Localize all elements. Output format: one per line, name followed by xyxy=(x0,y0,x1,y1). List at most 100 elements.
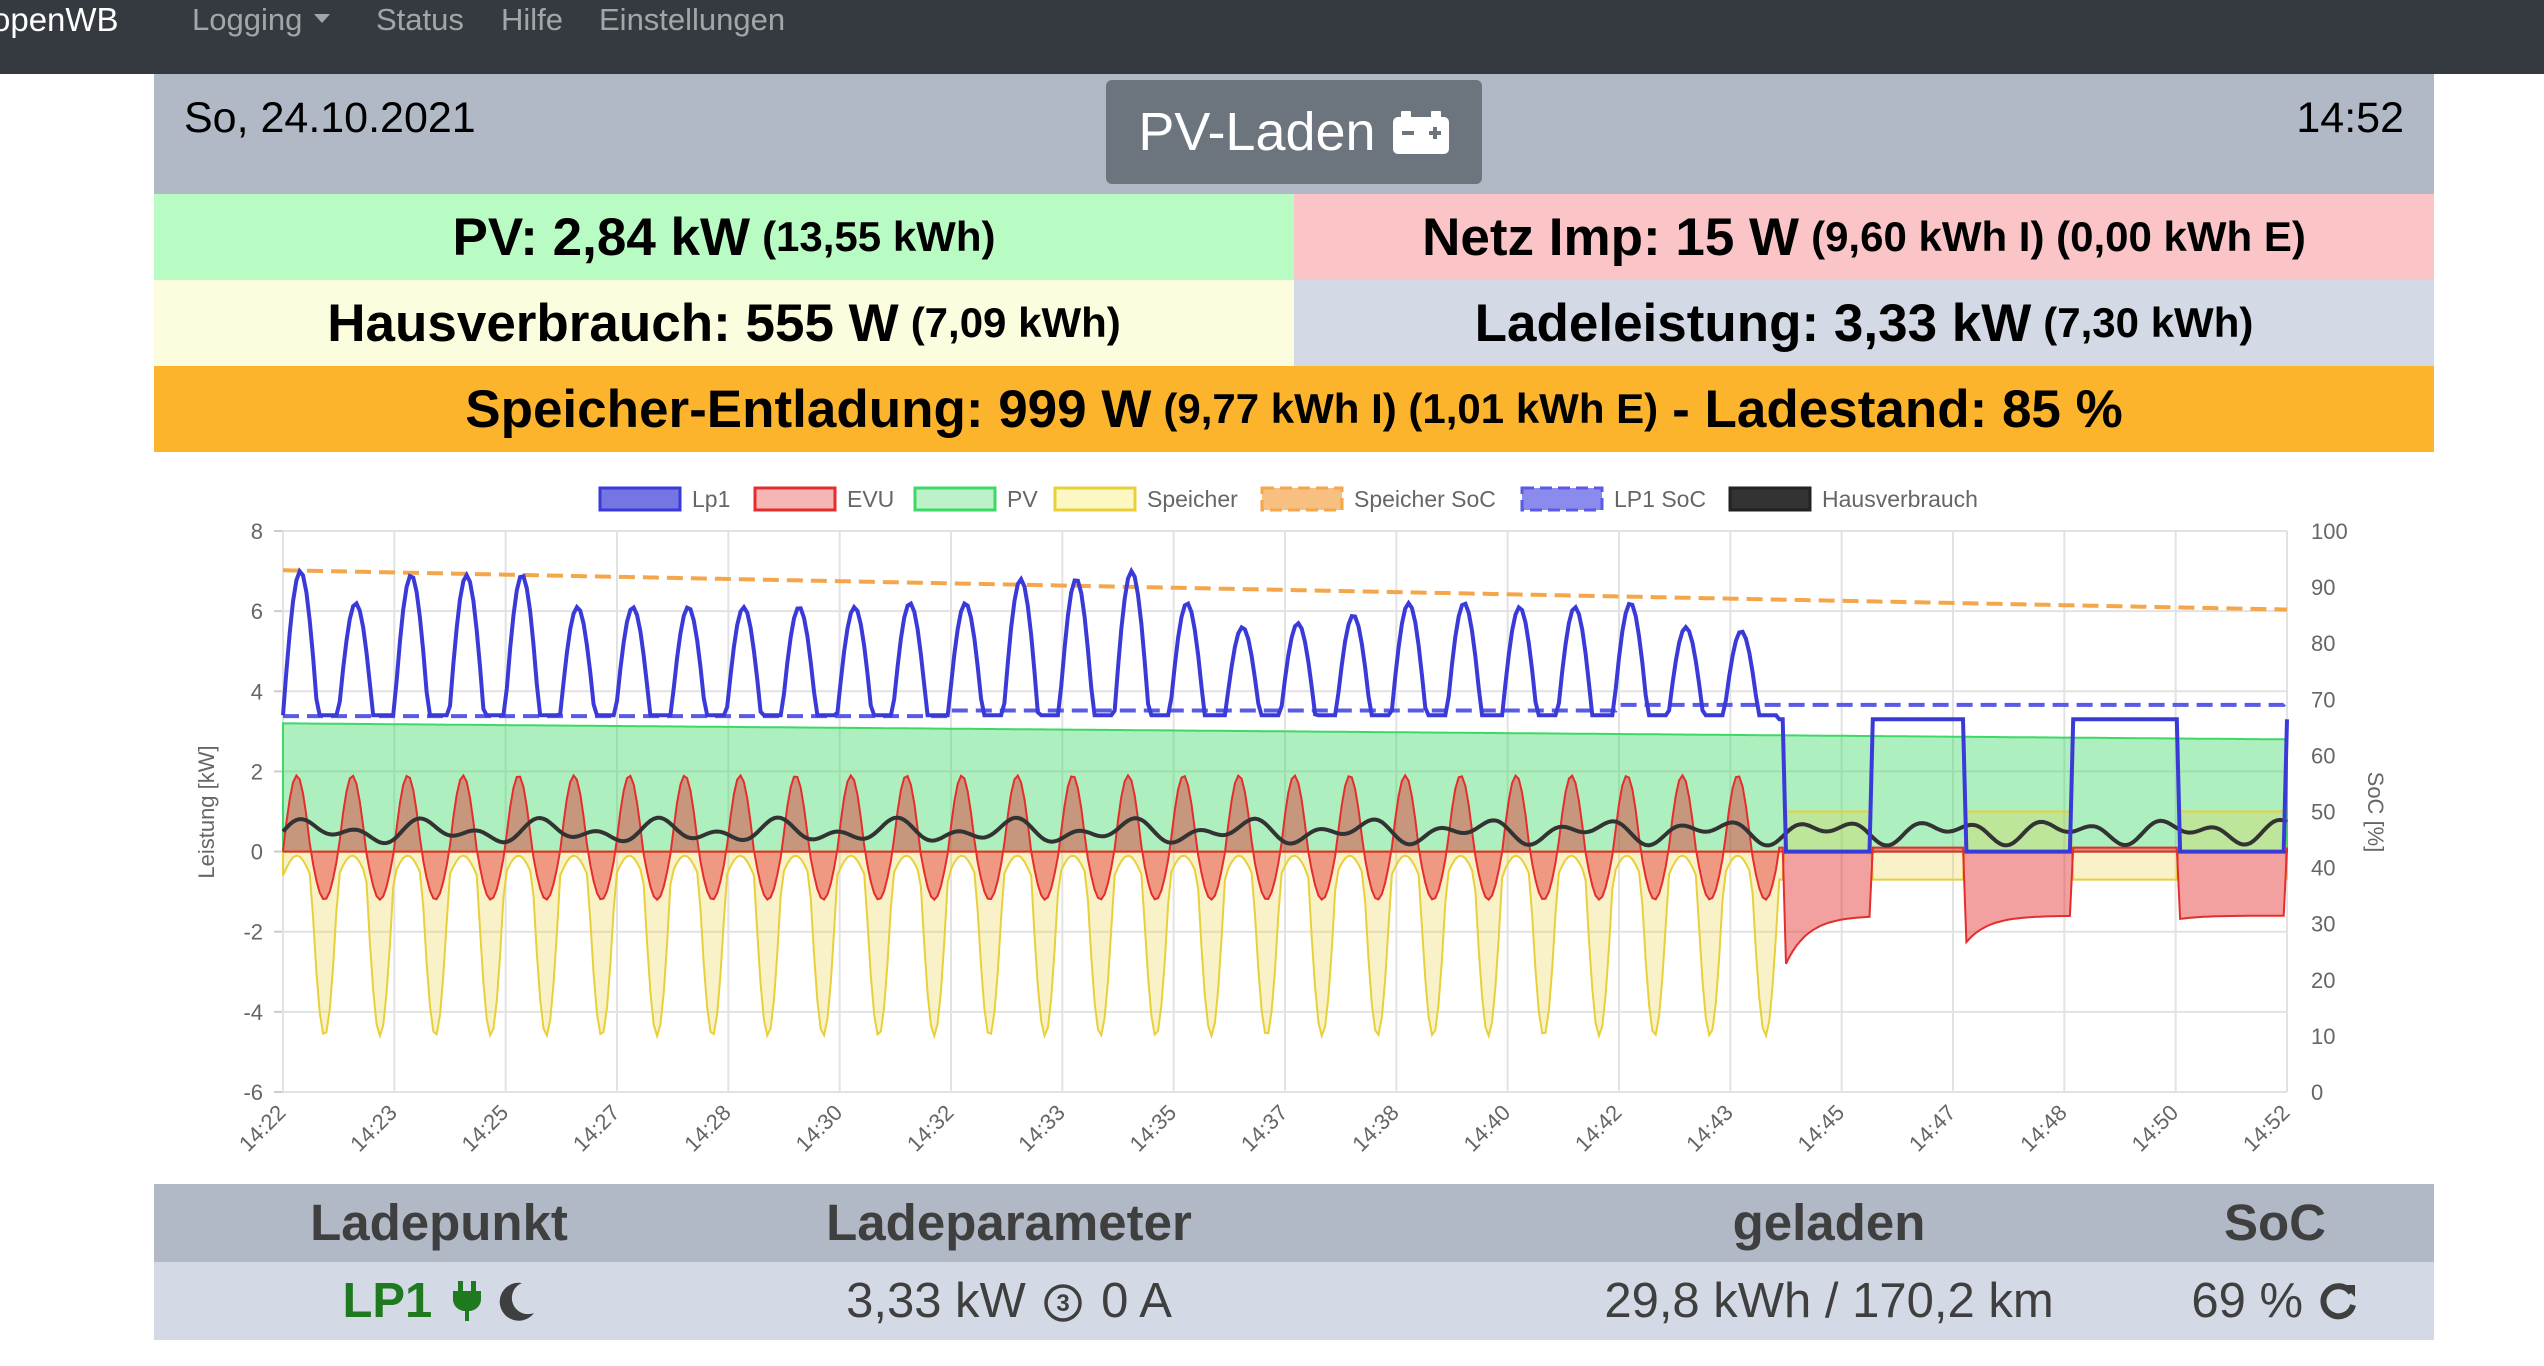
brand-logo[interactable]: openWB xyxy=(0,1,119,38)
col-header-ladepunkt: Ladepunkt xyxy=(310,1194,568,1251)
pv-summary: PV: 2,84 kW (13,55 kWh) xyxy=(154,194,1294,280)
y-right-axis-title: SoC [%] xyxy=(2363,772,2388,853)
y-right-tick-label: 0 xyxy=(2311,1080,2323,1105)
refresh-icon[interactable] xyxy=(2317,1281,2359,1323)
speicher-ladestand: - Ladestand: 85 % xyxy=(1672,379,2123,439)
x-tick-label: 14:45 xyxy=(1793,1100,1850,1157)
x-tick-label: 14:23 xyxy=(345,1100,402,1157)
legend-swatch xyxy=(1260,486,1344,512)
pv-label: PV: 2,84 kW xyxy=(452,207,751,267)
col-header-ladeparameter: Ladeparameter xyxy=(826,1194,1192,1251)
netz-label: Netz Imp: 15 W xyxy=(1422,207,1800,267)
legend-swatch xyxy=(1520,486,1604,512)
x-tick-label: 14:37 xyxy=(1236,1100,1293,1157)
netz-summary: Netz Imp: 15 W (9,60 kWh I) (0,00 kWh E) xyxy=(1294,194,2434,280)
date-display: So, 24.10.2021 xyxy=(184,94,476,142)
car-battery-icon xyxy=(1392,111,1449,154)
charge-mode-label: PV-Laden xyxy=(1138,102,1376,162)
y-left-tick-label: -6 xyxy=(243,1080,263,1105)
y-right-tick-label: 10 xyxy=(2311,1024,2335,1049)
legend-swatch xyxy=(1053,486,1137,512)
cell-ladeparameter: 3,33 kW 3 0 A xyxy=(724,1262,1294,1340)
charge-mode-button[interactable]: PV-Laden xyxy=(1106,80,1482,184)
legend-label: LP1 SoC xyxy=(1614,486,1706,512)
cell-geladen: 29,8 kWh / 170,2 km xyxy=(1604,1274,2054,1328)
status-header: So, 24.10.2021 PV-Laden 14:52 xyxy=(154,74,2434,194)
legend-swatch xyxy=(598,486,682,512)
hausverbrauch-label: Hausverbrauch: 555 W xyxy=(327,293,899,353)
hausverbrauch-detail: (7,09 kWh) xyxy=(910,299,1121,346)
phases-circled-icon: 3 xyxy=(1044,1284,1083,1322)
y-left-tick-label: 6 xyxy=(251,599,263,624)
y-right-tick-label: 100 xyxy=(2311,519,2348,544)
time-display: 14:52 xyxy=(2296,94,2404,142)
legend-swatch xyxy=(1728,486,1812,512)
series-speicher-area xyxy=(282,810,2288,1040)
phases-count: 3 xyxy=(1057,1290,1070,1317)
y-left-tick-label: 2 xyxy=(251,759,263,784)
y-right-tick-label: 70 xyxy=(2311,687,2335,712)
ladepunkt-table-header: Ladepunkt Ladeparameter geladen SoC xyxy=(154,1184,2434,1262)
legend-label: Speicher SoC xyxy=(1354,486,1496,512)
series-evu-area xyxy=(282,773,2288,965)
ladeleistung-detail: (7,30 kWh) xyxy=(2043,299,2254,346)
plug-icon xyxy=(452,1281,481,1321)
ladeparameter-power: 3,33 kW xyxy=(846,1274,1026,1328)
ladepunkt-name: LP1 xyxy=(342,1274,433,1328)
nav-logging-label: Logging xyxy=(192,2,303,37)
legend-label: Lp1 xyxy=(692,486,730,512)
y-right-tick-label: 50 xyxy=(2311,800,2335,825)
nav-status[interactable]: Status xyxy=(376,2,464,37)
x-tick-label: 14:27 xyxy=(568,1100,625,1157)
hausverbrauch-summary: Hausverbrauch: 555 W (7,09 kWh) xyxy=(154,280,1294,366)
x-tick-label: 14:25 xyxy=(457,1100,514,1157)
x-tick-label: 14:38 xyxy=(1347,1100,1404,1157)
legend-label: PV xyxy=(1007,486,1038,512)
nav-logging[interactable]: Logging xyxy=(192,0,331,40)
ladeleistung-summary: Ladeleistung: 3,33 kW (7,30 kWh) xyxy=(1294,280,2434,366)
soc-value: 69 % xyxy=(2191,1274,2304,1328)
x-tick-label: 14:32 xyxy=(902,1100,959,1157)
y-left-tick-label: 8 xyxy=(251,519,263,544)
dropdown-caret-icon xyxy=(314,14,331,24)
x-tick-label: 14:43 xyxy=(1681,1100,1738,1157)
y-left-tick-label: -2 xyxy=(243,920,263,945)
y-right-tick-label: 90 xyxy=(2311,575,2335,600)
speicher-detail: (9,77 kWh I) (1,01 kWh E) xyxy=(1163,385,1659,432)
x-tick-label: 14:47 xyxy=(1904,1100,1961,1157)
x-tick-label: 14:50 xyxy=(2127,1100,2184,1157)
legend-label: Speicher xyxy=(1147,486,1238,512)
speicher-summary: Speicher-Entladung: 999 W (9,77 kWh I) (1… xyxy=(154,366,2434,452)
netz-detail: (9,60 kWh I) (0,00 kWh E) xyxy=(1811,213,2306,260)
y-left-axis-title: Leistung [kW] xyxy=(194,745,219,878)
x-tick-label: 14:52 xyxy=(2238,1100,2295,1157)
y-left-tick-label: 0 xyxy=(251,840,263,865)
legend-swatch xyxy=(753,486,837,512)
cell-soc[interactable]: 69 % xyxy=(2116,1262,2434,1340)
cell-ladepunkt[interactable]: LP1 xyxy=(154,1262,724,1340)
ladeleistung-label: Ladeleistung: 3,33 kW xyxy=(1474,293,2032,353)
speicher-label: Speicher-Entladung: 999 W xyxy=(465,379,1152,439)
x-tick-label: 14:42 xyxy=(1570,1100,1627,1157)
ladeparameter-current: 0 A xyxy=(1101,1274,1172,1328)
y-left-tick-label: 4 xyxy=(251,679,263,704)
ladepunkt-table-row: LP1 3,33 kW 3 0 A 29,8 kWh / 170,2 km 69… xyxy=(154,1262,2434,1340)
series-hausverbrauch-line xyxy=(281,815,2288,848)
x-tick-label: 14:35 xyxy=(1125,1100,1182,1157)
x-tick-label: 14:22 xyxy=(234,1100,291,1157)
x-tick-label: 14:48 xyxy=(2015,1100,2072,1157)
nav-einstellungen[interactable]: Einstellungen xyxy=(599,2,786,37)
legend-label: EVU xyxy=(847,486,894,512)
x-tick-label: 14:33 xyxy=(1013,1100,1070,1157)
x-tick-label: 14:40 xyxy=(1459,1100,1516,1157)
navbar: openWB Logging Status Hilfe Einstellunge… xyxy=(0,0,2544,74)
x-tick-label: 14:28 xyxy=(679,1100,736,1157)
series-lp1-line xyxy=(281,566,2289,854)
y-right-tick-label: 60 xyxy=(2311,743,2335,768)
nav-hilfe[interactable]: Hilfe xyxy=(501,2,564,37)
pv-detail: (13,55 kWh) xyxy=(762,213,996,260)
y-left-tick-label: -4 xyxy=(243,1000,263,1025)
y-right-tick-label: 80 xyxy=(2311,631,2335,656)
y-right-tick-label: 40 xyxy=(2311,856,2335,881)
